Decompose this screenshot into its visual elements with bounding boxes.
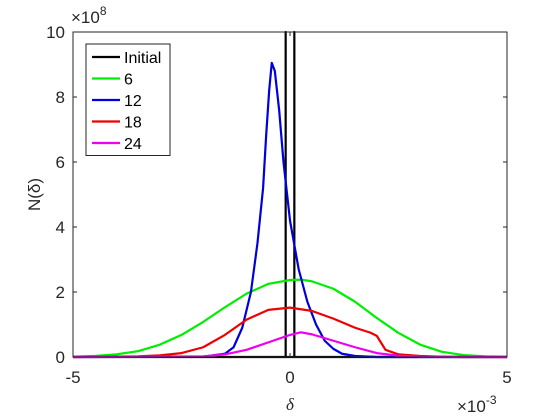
x-axis-title: δ <box>286 395 295 414</box>
legend-label: 18 <box>124 115 142 132</box>
series-line-6 <box>72 278 508 358</box>
legend-label: Initial <box>124 50 161 67</box>
series-line-24 <box>72 331 508 359</box>
y-tick-label: 0 <box>56 348 65 367</box>
y-tick-label: 4 <box>56 218 65 237</box>
series-line-12 <box>72 61 507 359</box>
y-exp-base: ×10 <box>71 8 100 27</box>
y-tick-label: 6 <box>56 153 65 172</box>
x-axis-exponent: ×10-3 <box>457 393 497 416</box>
y-tick-label: 10 <box>46 23 65 42</box>
series-layer <box>72 30 508 359</box>
x-tick-label: 5 <box>502 368 511 387</box>
legend: Initial 6 12 18 24 <box>85 43 171 156</box>
x-tick-label: 0 <box>285 368 294 387</box>
y-axis-title: N(δ) <box>25 178 44 211</box>
y-axis-exponent: ×108 <box>71 4 107 27</box>
x-exp-power: -3 <box>486 393 497 407</box>
x-tick-label: -5 <box>65 368 80 387</box>
y-tick-label: 2 <box>56 283 65 302</box>
legend-label: 24 <box>124 136 142 153</box>
legend-label: 12 <box>124 93 142 110</box>
x-exp-base: ×10 <box>457 397 486 416</box>
legend-label: 6 <box>124 72 133 89</box>
y-tick-label: 8 <box>56 88 65 107</box>
y-exp-power: 8 <box>100 4 107 18</box>
ticks-layer <box>72 31 508 358</box>
